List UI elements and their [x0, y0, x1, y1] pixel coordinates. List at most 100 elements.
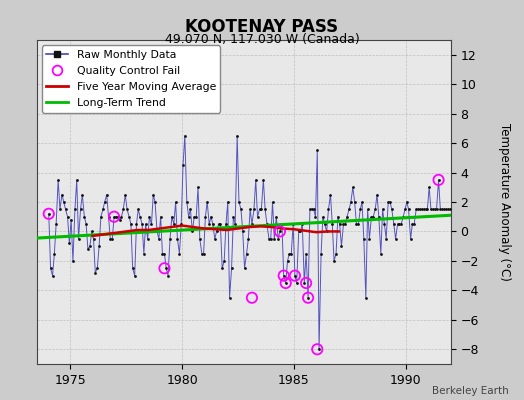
Point [319, 214, 327, 220]
Point [194, 184, 202, 190]
Point [362, 294, 370, 301]
Point [157, 214, 165, 220]
Point [119, 206, 127, 212]
Point [123, 206, 132, 212]
Point [224, 199, 232, 205]
Point [444, 206, 452, 212]
Point [356, 206, 364, 212]
Point [198, 250, 206, 257]
Point [84, 246, 92, 252]
Point [158, 250, 167, 257]
Point [289, 221, 297, 227]
Point [201, 214, 210, 220]
Point [440, 206, 449, 212]
Point [308, 206, 316, 212]
Point [388, 206, 396, 212]
Point [378, 206, 387, 212]
Point [243, 250, 251, 257]
Point [302, 250, 310, 257]
Point [77, 206, 85, 212]
Point [241, 265, 249, 272]
Point [127, 221, 135, 227]
Point [305, 206, 314, 212]
Point [259, 177, 268, 183]
Point [419, 206, 428, 212]
Point [177, 221, 185, 227]
Y-axis label: Temperature Anomaly (°C): Temperature Anomaly (°C) [498, 123, 511, 281]
Point [283, 258, 292, 264]
Point [294, 228, 303, 235]
Point [60, 199, 68, 205]
Point [343, 214, 351, 220]
Point [209, 221, 217, 227]
Point [207, 214, 215, 220]
Point [351, 199, 359, 205]
Point [391, 236, 400, 242]
Point [173, 236, 182, 242]
Point [302, 280, 310, 286]
Point [278, 221, 286, 227]
Point [48, 272, 57, 279]
Point [279, 272, 288, 279]
Point [56, 206, 64, 212]
Point [192, 214, 200, 220]
Point [332, 250, 340, 257]
Point [108, 236, 116, 242]
Point [373, 192, 381, 198]
Point [386, 199, 394, 205]
Point [431, 206, 439, 212]
Point [326, 192, 335, 198]
Point [304, 294, 312, 301]
Point [257, 206, 266, 212]
Point [160, 250, 169, 257]
Point [354, 221, 363, 227]
Point [93, 265, 102, 272]
Point [337, 243, 346, 249]
Point [179, 162, 187, 168]
Point [205, 221, 213, 227]
Point [250, 206, 258, 212]
Point [414, 206, 422, 212]
Point [117, 214, 126, 220]
Point [101, 199, 109, 205]
Point [212, 228, 221, 235]
Point [310, 206, 318, 212]
Point [399, 214, 407, 220]
Point [160, 265, 169, 272]
Point [91, 270, 100, 276]
Point [358, 199, 366, 205]
Point [110, 214, 118, 220]
Point [421, 206, 430, 212]
Point [181, 132, 189, 139]
Point [144, 236, 152, 242]
Point [367, 214, 376, 220]
Point [395, 221, 403, 227]
Point [231, 221, 239, 227]
Point [324, 206, 333, 212]
Point [188, 228, 196, 235]
Point [287, 250, 296, 257]
Point [253, 214, 261, 220]
Point [110, 214, 118, 220]
Point [218, 265, 226, 272]
Point [155, 236, 163, 242]
Point [341, 221, 350, 227]
Point [97, 214, 105, 220]
Point [423, 206, 432, 212]
Point [52, 221, 60, 227]
Point [401, 206, 409, 212]
Point [200, 250, 208, 257]
Point [168, 214, 176, 220]
Point [285, 250, 293, 257]
Point [104, 214, 113, 220]
Point [377, 250, 385, 257]
Point [272, 214, 280, 220]
Point [375, 214, 383, 220]
Point [408, 221, 417, 227]
Point [267, 236, 275, 242]
Point [171, 199, 180, 205]
Point [405, 206, 413, 212]
Point [136, 214, 144, 220]
Text: 49.070 N, 117.030 W (Canada): 49.070 N, 117.030 W (Canada) [165, 33, 359, 46]
Point [235, 199, 243, 205]
